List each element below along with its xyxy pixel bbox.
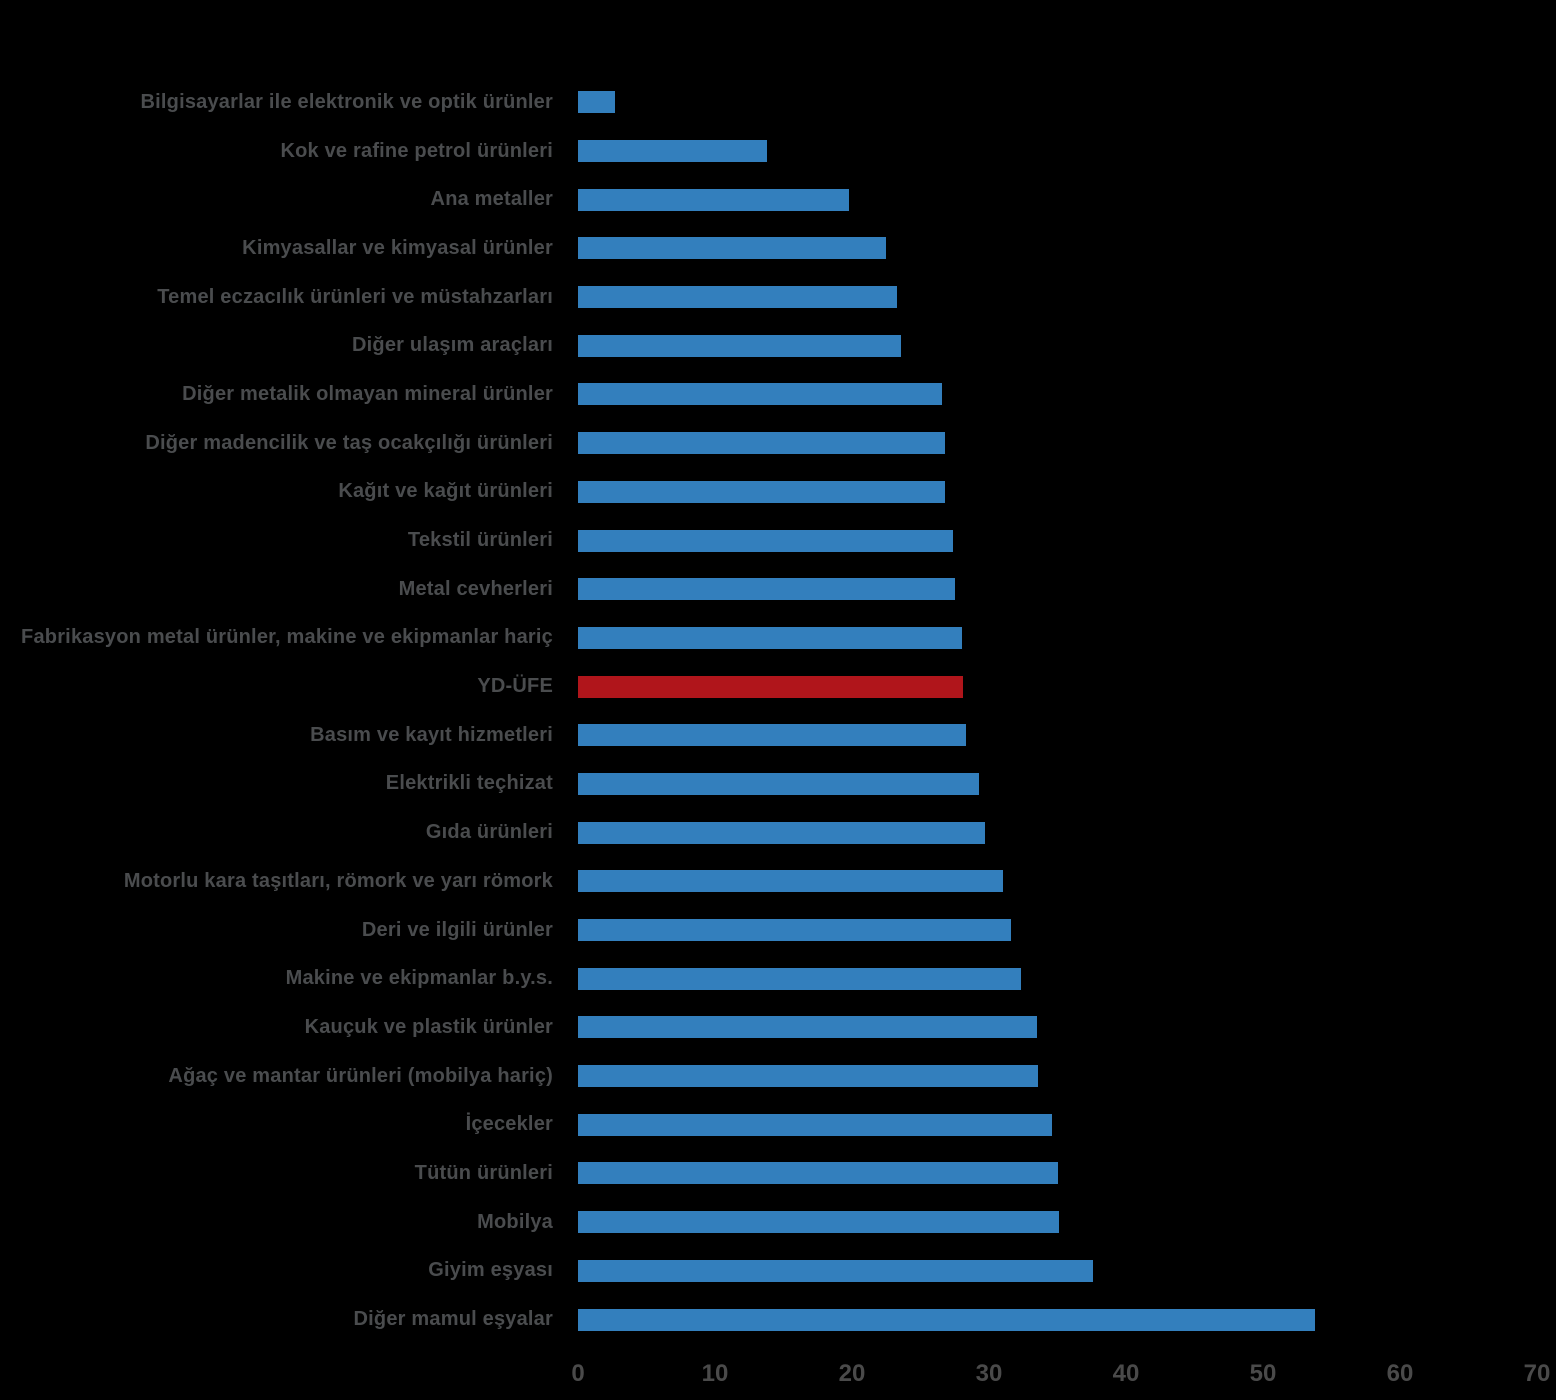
bar-row: Kimyasallar ve kimyasal ürünler [0, 224, 1556, 273]
value-bar [578, 1113, 1052, 1136]
bar-row: İçecekler [0, 1100, 1556, 1149]
x-tick-label: 20 [838, 1360, 866, 1387]
bar-row: Motorlu kara taşıtları, römork ve yarı r… [0, 857, 1556, 906]
x-tick-label: 60 [1386, 1360, 1414, 1387]
bar-row: Giyim eşyası [0, 1247, 1556, 1296]
value-bar [578, 432, 946, 455]
category-label: Basım ve kayıt hizmetleri [310, 723, 553, 746]
bar-row: Fabrikasyon metal ürünler, makine ve eki… [0, 614, 1556, 663]
x-tick-label: 70 [1523, 1360, 1551, 1387]
value-bar [578, 383, 943, 406]
bar-row: YD-ÜFE [0, 662, 1556, 711]
value-bar [578, 919, 1011, 942]
category-label: Diğer madencilik ve taş ocakçılığı ürünl… [145, 431, 553, 454]
x-tick-label: 30 [975, 1360, 1003, 1387]
category-label: Kok ve rafine petrol ürünleri [280, 139, 553, 162]
category-label: Tütün ürünleri [414, 1161, 553, 1184]
value-bar [578, 529, 954, 552]
value-bar [578, 91, 615, 114]
bar-row: Basım ve kayıt hizmetleri [0, 711, 1556, 760]
bar-row: Elektrikli teçhizat [0, 760, 1556, 809]
bar-row: Ana metaller [0, 175, 1556, 224]
bar-row: Metal cevherleri [0, 565, 1556, 614]
value-bar [578, 286, 898, 309]
bar-row: Kauçuk ve plastik ürünler [0, 1003, 1556, 1052]
bars-area: Bilgisayarlar ile elektronik ve optik ür… [0, 78, 1556, 1344]
value-bar [578, 1162, 1058, 1185]
x-tick-label: 40 [1112, 1360, 1140, 1387]
category-label: Diğer ulaşım araçları [352, 334, 553, 357]
bar-row: Temel eczacılık ürünleri ve müstahzarlar… [0, 273, 1556, 322]
bar-row: Mobilya [0, 1198, 1556, 1247]
category-label: Mobilya [477, 1210, 553, 1233]
value-bar [578, 334, 902, 357]
value-bar [578, 1259, 1094, 1282]
category-label: Ana metaller [430, 188, 553, 211]
value-bar [578, 626, 962, 649]
value-bar [578, 1308, 1316, 1331]
category-label: Deri ve ilgili ürünler [361, 918, 553, 941]
bar-row: Kağıt ve kağıt ürünleri [0, 468, 1556, 517]
category-label: Ağaç ve mantar ürünleri (mobilya hariç) [168, 1064, 553, 1087]
category-label: Bilgisayarlar ile elektronik ve optik ür… [140, 90, 553, 113]
category-label: Diğer metalik olmayan mineral ürünler [182, 382, 553, 405]
bar-row: Diğer mamul eşyalar [0, 1295, 1556, 1344]
category-label: Giyim eşyası [428, 1259, 553, 1282]
category-label: Makine ve ekipmanlar b.y.s. [285, 967, 553, 990]
category-label: Elektrikli teçhizat [385, 772, 553, 795]
bar-row: Ağaç ve mantar ürünleri (mobilya hariç) [0, 1052, 1556, 1101]
category-label: YD-ÜFE [477, 675, 553, 698]
value-bar [578, 1016, 1037, 1039]
bar-row: Diğer metalik olmayan mineral ürünler [0, 370, 1556, 419]
x-tick-label: 50 [1249, 1360, 1277, 1387]
bar-row: Tekstil ürünleri [0, 516, 1556, 565]
bar-row: Diğer ulaşım araçları [0, 321, 1556, 370]
bar-row: Bilgisayarlar ile elektronik ve optik ür… [0, 78, 1556, 127]
category-label: Kağıt ve kağıt ürünleri [338, 480, 553, 503]
value-bar [578, 578, 955, 601]
highlight-bar [578, 675, 963, 698]
value-bar [578, 237, 887, 260]
value-bar [578, 870, 1003, 893]
category-label: İçecekler [465, 1113, 553, 1136]
category-label: Diğer mamul eşyalar [353, 1308, 553, 1331]
bar-row: Makine ve ekipmanlar b.y.s. [0, 954, 1556, 1003]
value-bar [578, 480, 946, 503]
category-label: Temel eczacılık ürünleri ve müstahzarlar… [157, 285, 553, 308]
category-label: Metal cevherleri [398, 577, 553, 600]
category-label: Fabrikasyon metal ürünler, makine ve eki… [21, 626, 553, 649]
value-bar [578, 1211, 1059, 1234]
bar-row: Kok ve rafine petrol ürünleri [0, 127, 1556, 176]
value-bar [578, 188, 850, 211]
value-bar [578, 772, 980, 795]
category-label: Gıda ürünleri [425, 821, 553, 844]
value-bar [578, 140, 768, 163]
value-bar [578, 967, 1021, 990]
category-label: Tekstil ürünleri [407, 529, 553, 552]
x-tick-label: 0 [571, 1360, 585, 1387]
bar-row: Deri ve ilgili ürünler [0, 906, 1556, 955]
category-label: Kauçuk ve plastik ürünler [304, 1015, 553, 1038]
category-label: Motorlu kara taşıtları, römork ve yarı r… [123, 869, 553, 892]
bar-row: Gıda ürünleri [0, 808, 1556, 857]
bar-row: Diğer madencilik ve taş ocakçılığı ürünl… [0, 419, 1556, 468]
category-label: Kimyasallar ve kimyasal ürünler [242, 236, 553, 259]
value-bar [578, 821, 985, 844]
value-bar [578, 1065, 1039, 1088]
x-tick-label: 10 [701, 1360, 729, 1387]
value-bar [578, 724, 966, 747]
bar-row: Tütün ürünleri [0, 1149, 1556, 1198]
